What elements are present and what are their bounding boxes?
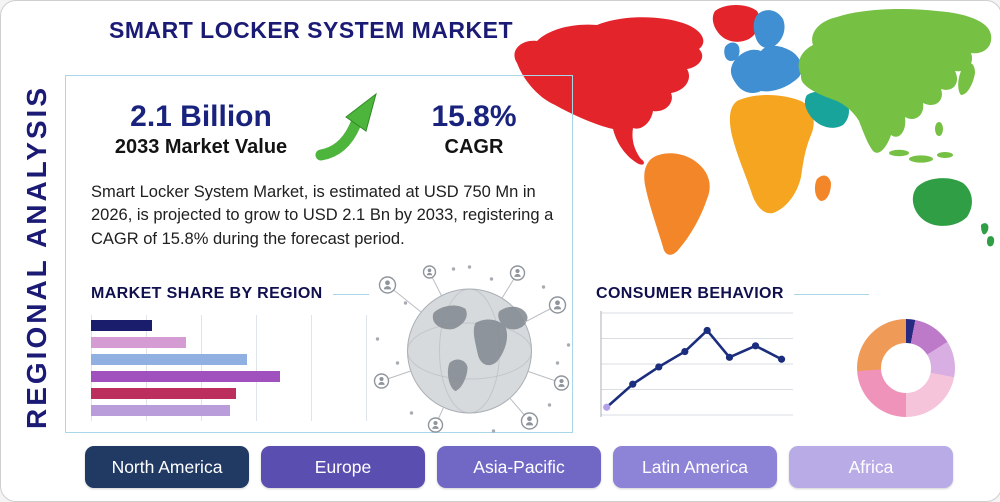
bar-segment-3 xyxy=(91,371,281,382)
cagr-value: 15.8% xyxy=(431,100,517,133)
donut-hole xyxy=(881,343,931,393)
bar-segment-5 xyxy=(91,405,230,416)
cagr-caption: CAGR xyxy=(444,135,504,158)
map-uk xyxy=(724,42,740,61)
globe-continents xyxy=(432,305,528,391)
region-button-latin-america[interactable]: Latin America xyxy=(613,446,777,488)
map-asia xyxy=(798,9,992,153)
map-new-zealand xyxy=(981,223,995,247)
region-buttons-row: North America Europe Asia-Pacific Latin … xyxy=(85,446,953,488)
map-indonesia xyxy=(889,122,953,163)
globe-network-graphic xyxy=(373,265,571,433)
network-nodes xyxy=(373,265,571,433)
regional-analysis-vertical-label: REGIONAL ANALYSIS xyxy=(21,85,52,430)
bar-group xyxy=(91,315,369,416)
market-value-stat: 2.1 Billion 2033 Market Value xyxy=(93,101,309,159)
market-share-title: MARKET SHARE BY REGION xyxy=(91,285,323,302)
market-description: Smart Locker System Market, is estimated… xyxy=(91,183,554,248)
map-south-america xyxy=(644,153,710,255)
consumer-line-chart xyxy=(599,307,795,421)
region-button-asia-pacific[interactable]: Asia-Pacific xyxy=(437,446,601,488)
consumer-behavior-title: CONSUMER BEHAVIOR xyxy=(596,285,784,302)
map-greenland xyxy=(712,5,760,42)
region-button-europe[interactable]: Europe xyxy=(261,446,425,488)
heading-rule xyxy=(332,293,369,295)
map-australia xyxy=(912,178,972,226)
growth-arrow-icon xyxy=(315,92,377,161)
market-value-caption: 2033 Market Value xyxy=(114,135,288,158)
bar-segment-2 xyxy=(91,354,247,365)
market-value: 2.1 Billion xyxy=(130,100,272,133)
world-map xyxy=(514,5,995,255)
map-africa xyxy=(729,95,814,214)
map-north-america xyxy=(514,17,704,165)
heading-rule xyxy=(793,293,869,295)
summary-panel xyxy=(65,75,573,433)
map-scandinavia xyxy=(753,10,785,49)
cagr-stat: 15.8% CAGR xyxy=(409,101,539,159)
consumer-behavior-heading: CONSUMER BEHAVIOR xyxy=(596,285,869,303)
market-share-bar-chart xyxy=(91,315,369,421)
bar-segment-4 xyxy=(91,388,236,399)
map-madagascar xyxy=(814,175,831,201)
bar-segment-0 xyxy=(91,320,153,331)
bar-segment-1 xyxy=(91,337,186,348)
market-share-heading: MARKET SHARE BY REGION xyxy=(91,285,369,303)
region-button-africa[interactable]: Africa xyxy=(789,446,953,488)
region-button-north-america[interactable]: North America xyxy=(85,446,249,488)
page-title: SMART LOCKER SYSTEM MARKET xyxy=(109,17,513,43)
map-japan xyxy=(958,62,975,95)
regional-share-donut-chart xyxy=(857,319,955,417)
map-europe xyxy=(730,45,802,93)
